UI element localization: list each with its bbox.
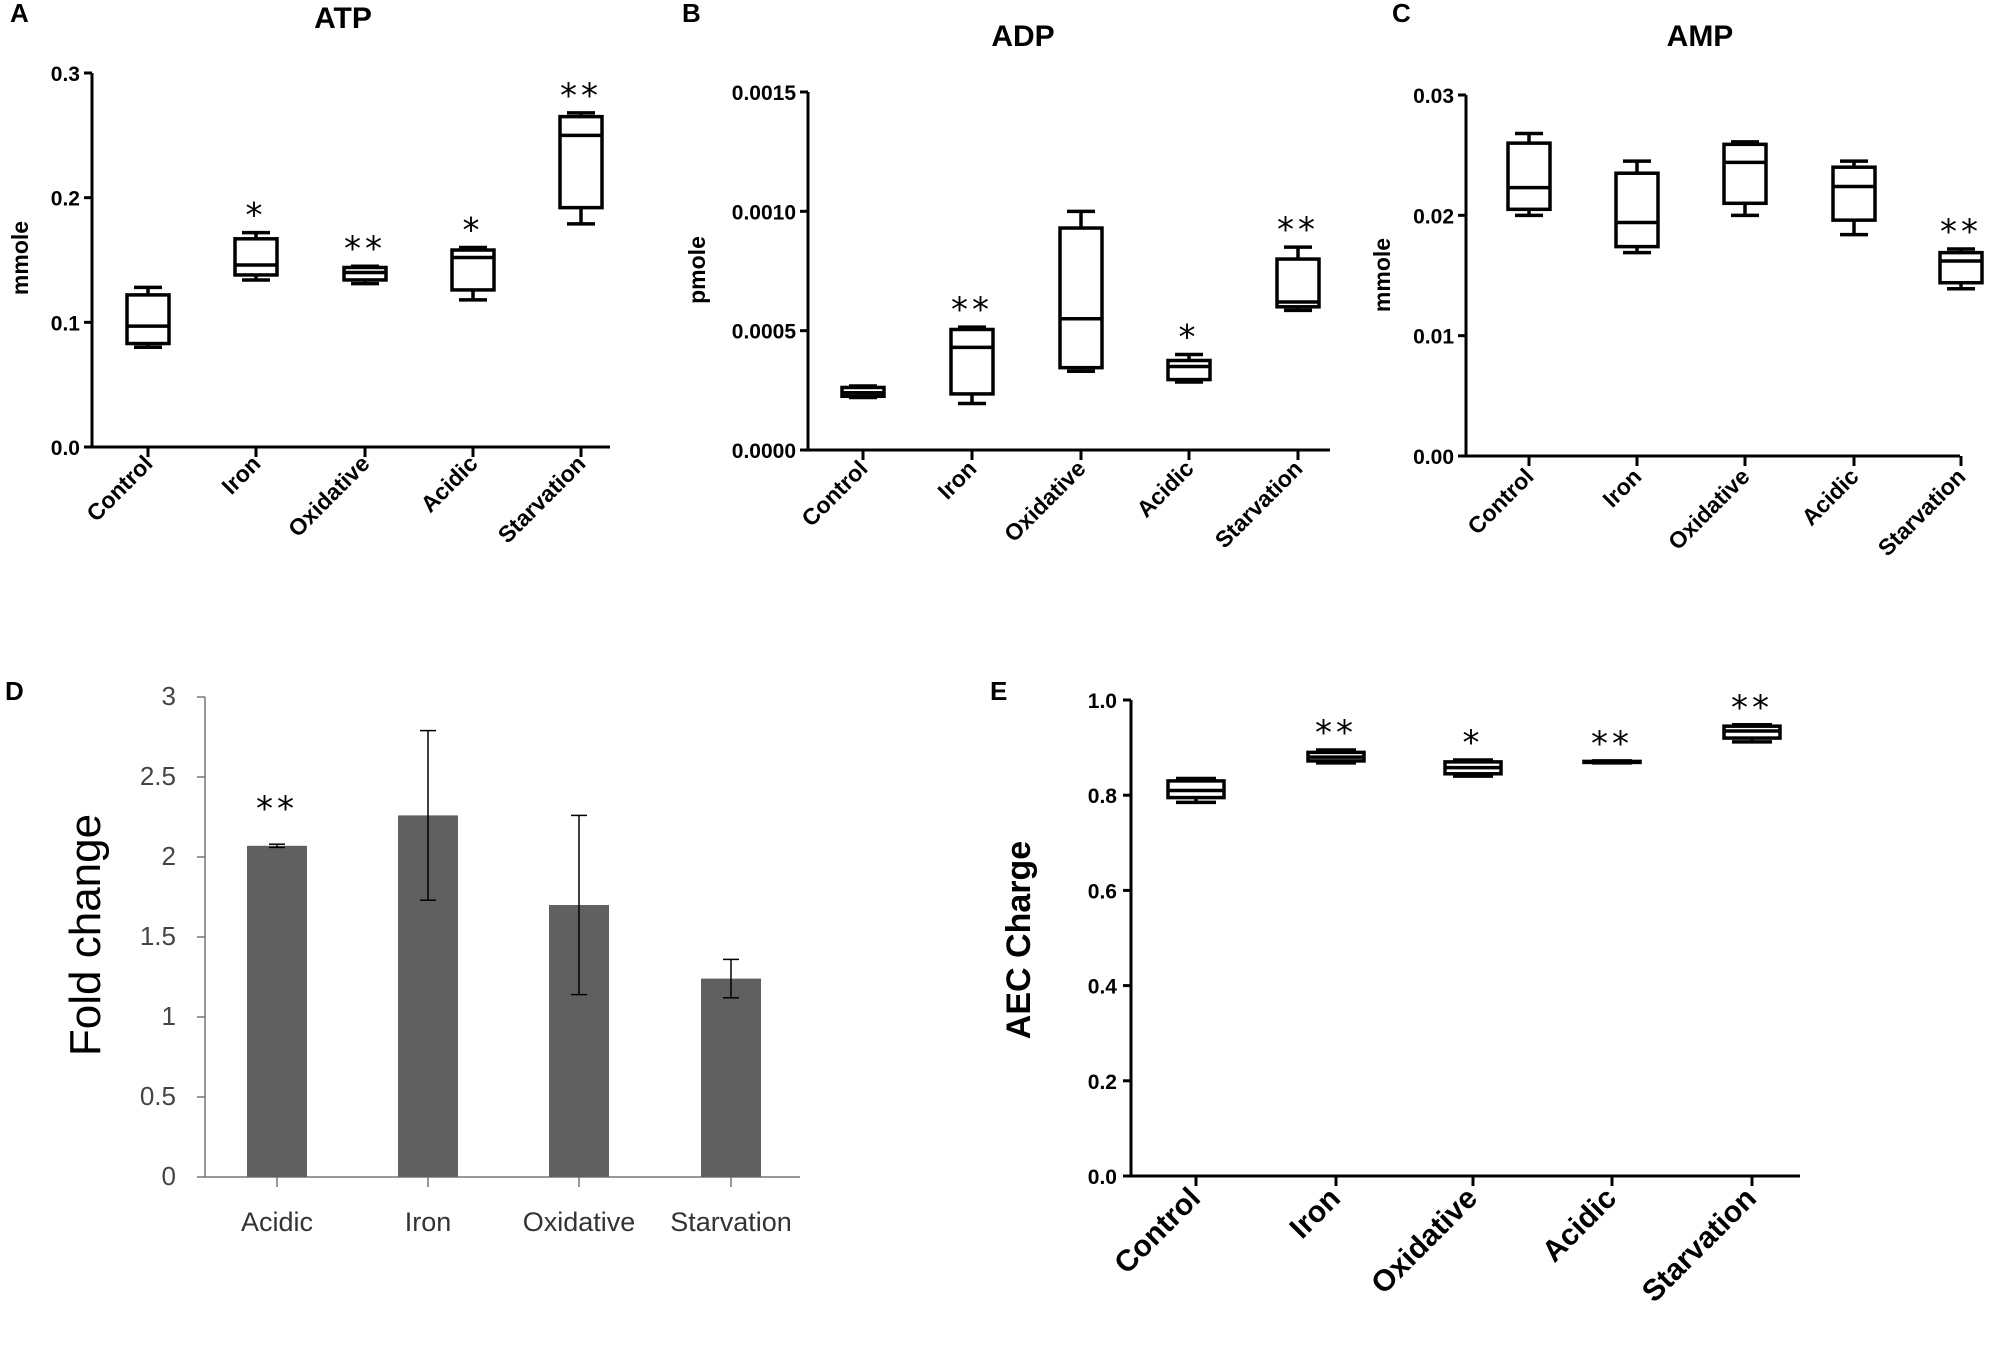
panel-e-y-label: AEC Charge <box>1000 841 1038 1039</box>
panel-e-ytick-label: 0.8 <box>1088 785 1118 808</box>
panel-a-letter: A <box>10 0 29 28</box>
panel-c-ytick-label: 0.01 <box>1413 326 1454 349</box>
panel-e-letter: E <box>990 676 1007 706</box>
panel-a-category-label: Control <box>81 450 157 526</box>
panel-b-ytick-label: 0.0005 <box>732 321 797 344</box>
panel-d-category-label: Acidic <box>241 1207 313 1237</box>
panel-c-category-label: Control <box>1462 463 1538 539</box>
panel-e-category-label: Control <box>1108 1182 1207 1281</box>
panel-c-title: AMP <box>1667 20 1734 53</box>
panel-d-letter: D <box>5 676 24 706</box>
panel-c-significance-marker: ** <box>1940 212 1982 252</box>
panel-e-ytick-label: 1.0 <box>1088 690 1117 713</box>
panel-d-ytick-label: 2 <box>162 841 176 871</box>
panel-d-ytick-label: 1.5 <box>140 921 176 951</box>
panel-c-box-acidic <box>1831 165 1877 222</box>
panel-a-category-label: Oxidative <box>283 450 375 542</box>
panel-c-letter: C <box>1392 0 1411 28</box>
panel-e-significance-marker: ** <box>1591 724 1633 764</box>
panel-e-ytick-label: 0.6 <box>1088 880 1117 903</box>
panel-e-category-label: Oxidative <box>1365 1182 1484 1301</box>
panel-a-category-label: Acidic <box>415 450 482 517</box>
panel-e-significance-marker: ** <box>1731 688 1773 728</box>
panel-b-ytick-label: 0.0015 <box>732 82 797 105</box>
panel-d-bar-acidic <box>247 845 307 1177</box>
panel-e-category-label: Iron <box>1284 1182 1347 1245</box>
panel-b-y-label: pmole <box>684 236 710 304</box>
panel-a-significance-marker: * <box>246 196 267 236</box>
panel-d-significance-marker: ** <box>256 789 298 829</box>
panel-b-category-label: Iron <box>932 455 981 504</box>
panel-a-box-control <box>125 293 171 346</box>
panel-b-title: ADP <box>991 20 1054 53</box>
panel-e-category-label: Acidic <box>1536 1182 1623 1269</box>
panel-b-box-starvation <box>1275 257 1321 309</box>
panel-a-y-label: mmole <box>7 221 33 295</box>
panel-a-category-label: Starvation <box>493 450 591 548</box>
panel-e-ytick-label: 0.2 <box>1088 1071 1117 1094</box>
panel-d-category-label: Iron <box>405 1207 452 1237</box>
panel-d-ytick-label: 3 <box>162 681 176 711</box>
panel-b-category-label: Acidic <box>1131 455 1198 522</box>
panel-e-ytick-label: 0.0 <box>1088 1166 1117 1189</box>
panel-d-category-label: Oxidative <box>523 1207 636 1237</box>
panel-a-ytick-label: 0.2 <box>51 188 80 211</box>
panel-c-category-label: Oxidative <box>1663 463 1755 555</box>
panel-d-ytick-label: 0 <box>162 1161 176 1191</box>
panel-b-letter: B <box>682 0 701 28</box>
panel-d-bar-starvation <box>701 978 761 1177</box>
panel-c-ytick-label: 0.00 <box>1413 446 1454 469</box>
panel-c-category-label: Acidic <box>1796 463 1863 530</box>
panel-a-significance-marker: ** <box>344 229 386 269</box>
panel-b-box-oxidative <box>1058 226 1104 370</box>
panel-c-box-starvation <box>1938 250 1984 285</box>
panel-e-category-label: Starvation <box>1636 1182 1763 1309</box>
panel-b-significance-marker: ** <box>1277 210 1319 250</box>
panel-e-significance-marker: * <box>1463 723 1484 763</box>
panel-a-box-starvation <box>558 114 604 210</box>
panel-a-significance-marker: ** <box>560 76 602 116</box>
panel-e-significance-marker: ** <box>1315 713 1357 753</box>
panel-b-ytick-label: 0.0000 <box>732 440 796 463</box>
panel-a-ytick-label: 0.1 <box>51 312 81 335</box>
panel-b-category-label: Oxidative <box>999 455 1091 547</box>
panel-c-ytick-label: 0.03 <box>1413 85 1454 108</box>
panel-d-ytick-label: 1 <box>162 1001 176 1031</box>
panel-c-ytick-label: 0.02 <box>1413 205 1454 228</box>
panel-d-category-label: Starvation <box>670 1207 792 1237</box>
panel-c-category-label: Iron <box>1597 463 1646 512</box>
panel-c-category-label: Starvation <box>1873 463 1971 561</box>
panel-c-box-control <box>1506 141 1552 212</box>
panel-c-box-iron <box>1614 171 1660 249</box>
panel-b-ytick-label: 0.0010 <box>732 201 796 224</box>
panel-a-significance-marker: * <box>463 211 484 251</box>
panel-b-box-acidic <box>1166 358 1212 382</box>
panel-b-significance-marker: ** <box>951 290 993 330</box>
panel-b-category-label: Control <box>796 455 872 531</box>
panel-d-ytick-label: 0.5 <box>140 1081 176 1111</box>
panel-c-box-oxidative <box>1722 142 1768 206</box>
panel-a-title: ATP <box>314 2 372 35</box>
panel-b-significance-marker: * <box>1179 318 1200 358</box>
panel-a-category-label: Iron <box>216 450 265 499</box>
panel-a-ytick-label: 0.3 <box>51 63 80 86</box>
panel-b-box-iron <box>949 327 995 396</box>
panel-a-box-iron <box>233 237 279 277</box>
panel-c-y-label: mmole <box>1369 238 1395 312</box>
panel-d-y-label: Fold change <box>61 814 110 1056</box>
panel-e-ytick-label: 0.4 <box>1088 976 1118 999</box>
panel-b-category-label: Starvation <box>1210 455 1308 553</box>
panel-a-ytick-label: 0.0 <box>51 437 80 460</box>
panel-d-ytick-label: 2.5 <box>140 761 176 791</box>
